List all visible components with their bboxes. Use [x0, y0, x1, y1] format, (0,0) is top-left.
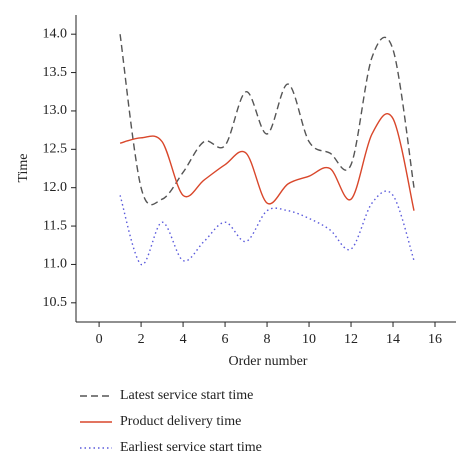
- x-tick-label: 6: [222, 332, 229, 347]
- x-tick-label: 16: [428, 332, 442, 347]
- y-axis-label: Time: [16, 153, 31, 182]
- x-tick-label: 2: [138, 332, 145, 347]
- series-line: [119, 113, 415, 211]
- legend-label: Product delivery time: [120, 414, 241, 429]
- legend-label: Earliest service start time: [120, 440, 262, 455]
- legend-label: Latest service start time: [120, 388, 253, 403]
- y-tick-label: 13.0: [43, 103, 68, 118]
- y-tick-label: 10.5: [43, 295, 68, 310]
- x-tick-label: 10: [302, 332, 316, 347]
- y-tick-label: 14.0: [43, 26, 68, 41]
- x-axis-label: Order number: [229, 354, 308, 369]
- series-line: [119, 34, 415, 206]
- y-tick-label: 11.5: [43, 218, 67, 233]
- x-tick-label: 14: [386, 332, 400, 347]
- y-tick-label: 12.0: [43, 180, 68, 195]
- x-tick-label: 0: [96, 332, 103, 347]
- y-tick-label: 11.0: [43, 257, 67, 272]
- x-tick-label: 8: [264, 332, 271, 347]
- x-tick-label: 12: [344, 332, 358, 347]
- y-tick-label: 12.5: [43, 142, 68, 157]
- x-tick-label: 4: [180, 332, 187, 347]
- y-tick-label: 13.5: [43, 65, 68, 80]
